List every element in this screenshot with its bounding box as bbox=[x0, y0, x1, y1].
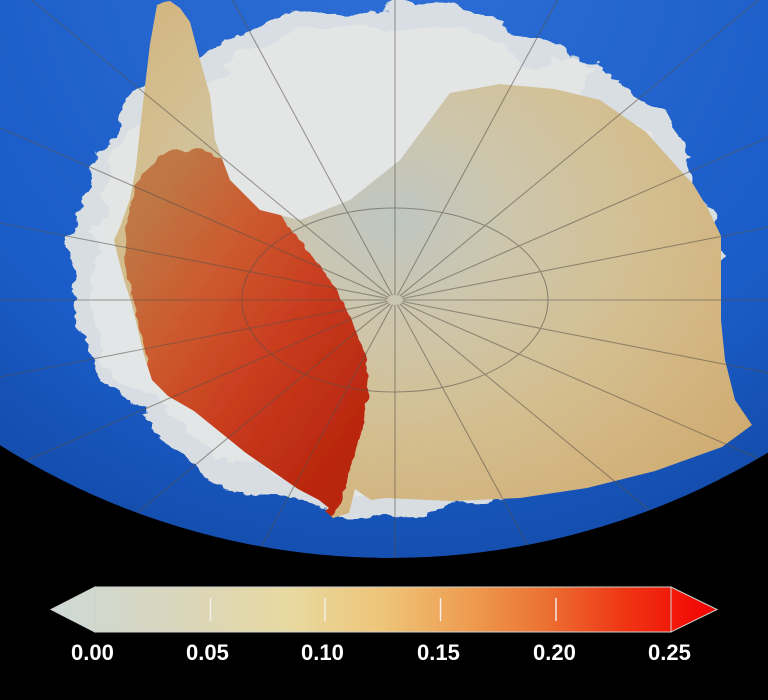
svg-text:0.05: 0.05 bbox=[186, 640, 229, 665]
svg-text:0.25: 0.25 bbox=[648, 640, 691, 665]
svg-text:0.00: 0.00 bbox=[71, 640, 114, 665]
svg-text:0.10: 0.10 bbox=[301, 640, 344, 665]
svg-text:0.20: 0.20 bbox=[533, 640, 576, 665]
svg-text:0.15: 0.15 bbox=[417, 640, 460, 665]
